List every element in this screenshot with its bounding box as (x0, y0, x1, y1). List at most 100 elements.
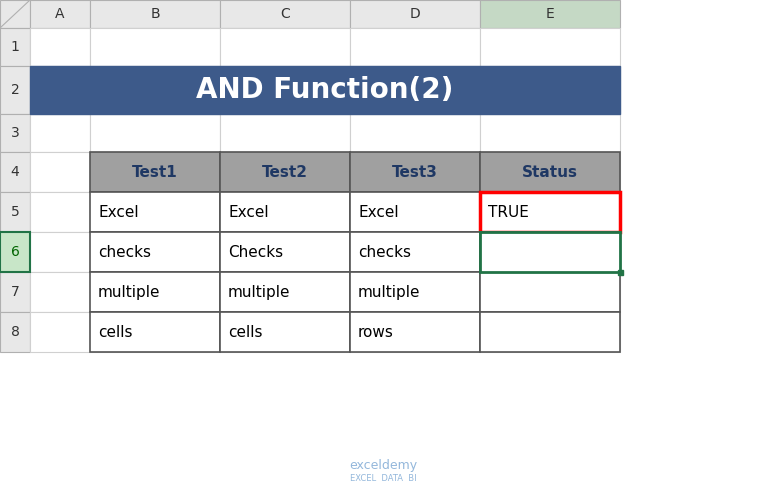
Text: C: C (280, 7, 290, 21)
Bar (0, 312, 30, 352)
Bar (30, 232, 90, 272)
Bar (30, 0, 90, 28)
Text: cells: cells (228, 325, 262, 340)
Text: exceldemy: exceldemy (349, 459, 417, 472)
Bar (350, 272, 480, 312)
Bar (220, 192, 350, 232)
Bar (480, 114, 620, 152)
Bar (480, 312, 620, 352)
Bar (90, 0, 220, 28)
Bar (220, 192, 350, 232)
Bar (90, 152, 220, 192)
Bar (480, 152, 620, 192)
Bar (220, 232, 350, 272)
Text: 4: 4 (11, 165, 19, 179)
Bar (220, 114, 350, 152)
Text: D: D (410, 7, 420, 21)
Bar (90, 272, 220, 312)
Bar (30, 192, 90, 232)
Bar (90, 312, 220, 352)
Text: Test3: Test3 (392, 164, 438, 179)
Text: TRUE: TRUE (488, 205, 529, 220)
Bar (90, 152, 220, 192)
Bar (30, 152, 90, 192)
Bar (90, 192, 220, 232)
Bar (480, 66, 620, 114)
Bar (480, 232, 620, 272)
Text: Excel: Excel (228, 205, 268, 220)
Bar (30, 272, 90, 312)
Bar (0, 192, 30, 232)
Bar (0, 232, 30, 272)
Text: E: E (545, 7, 555, 21)
Bar (480, 232, 620, 272)
Text: 1: 1 (11, 40, 19, 54)
Bar (220, 66, 350, 114)
Bar (30, 28, 90, 66)
Bar (480, 28, 620, 66)
Bar (350, 152, 480, 192)
Bar (220, 272, 350, 312)
Bar (0, 272, 30, 312)
Bar (0, 28, 30, 66)
Text: checks: checks (358, 245, 411, 259)
Text: Status: Status (522, 164, 578, 179)
Bar (617, 269, 623, 274)
Bar (220, 28, 350, 66)
Bar (350, 66, 480, 114)
Bar (0, 114, 30, 152)
Bar (90, 192, 220, 232)
Bar (220, 152, 350, 192)
Text: 5: 5 (11, 205, 19, 219)
Text: 6: 6 (11, 245, 19, 259)
Bar (0, 66, 30, 114)
Bar (350, 152, 480, 192)
Bar (480, 232, 620, 272)
Bar (90, 232, 220, 272)
Bar (350, 272, 480, 312)
Bar (90, 28, 220, 66)
Bar (90, 232, 220, 272)
Bar (0, 0, 30, 28)
Bar (480, 272, 620, 312)
Bar (90, 114, 220, 152)
Bar (220, 272, 350, 312)
Text: B: B (150, 7, 160, 21)
Text: multiple: multiple (358, 284, 420, 299)
Bar (220, 312, 350, 352)
Bar (30, 66, 90, 114)
Text: 8: 8 (11, 325, 19, 339)
Text: checks: checks (98, 245, 151, 259)
Bar (0, 152, 30, 192)
Text: Test1: Test1 (132, 164, 178, 179)
Bar (350, 192, 480, 232)
Bar (480, 0, 620, 28)
Bar (90, 312, 220, 352)
Bar (480, 192, 620, 232)
Bar (480, 272, 620, 312)
Text: 3: 3 (11, 126, 19, 140)
Bar (220, 152, 350, 192)
Bar (350, 232, 480, 272)
Bar (220, 232, 350, 272)
Text: Excel: Excel (98, 205, 139, 220)
Bar (350, 0, 480, 28)
Bar (350, 192, 480, 232)
Text: cells: cells (98, 325, 133, 340)
Text: 7: 7 (11, 285, 19, 299)
Text: Test2: Test2 (262, 164, 308, 179)
Bar (90, 272, 220, 312)
Text: multiple: multiple (98, 284, 160, 299)
Bar (480, 192, 620, 232)
Bar (480, 152, 620, 192)
Text: Checks: Checks (228, 245, 283, 259)
Text: 6: 6 (11, 245, 19, 259)
Text: rows: rows (358, 325, 394, 340)
Bar (350, 232, 480, 272)
Bar (30, 114, 90, 152)
Bar (350, 28, 480, 66)
Bar (0, 232, 30, 272)
Bar (220, 0, 350, 28)
Bar (480, 312, 620, 352)
Bar (30, 66, 620, 114)
